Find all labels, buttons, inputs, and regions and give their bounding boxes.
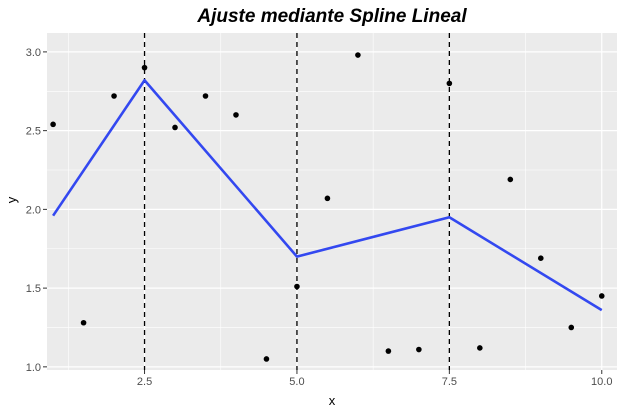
data-point	[294, 283, 300, 290]
data-point	[172, 124, 178, 131]
data-point	[355, 52, 361, 58]
data-point	[233, 112, 239, 118]
data-point	[50, 121, 56, 128]
data-point	[416, 346, 422, 353]
x-tick-label: 2.5	[137, 376, 152, 388]
x-tick-label: 7.5	[442, 376, 457, 388]
data-point	[446, 80, 453, 87]
y-axis-title: y	[4, 196, 19, 203]
data-point	[568, 324, 575, 331]
x-tick-label: 5.0	[289, 376, 304, 388]
y-tick-label: 2.0	[26, 204, 41, 216]
spline-fit-line	[52, 78, 603, 312]
x-tick-label: 10.0	[591, 376, 612, 388]
data-point	[202, 93, 209, 99]
knot-lines	[143, 33, 451, 370]
data-point	[507, 176, 514, 183]
y-axis: 1.0 1.5 2.0 2.5 3.0	[26, 47, 47, 374]
data-point	[263, 356, 270, 362]
spline-fit	[52, 78, 603, 312]
data-point	[80, 319, 87, 326]
x-axis-title: x	[329, 393, 336, 408]
y-tick-label: 1.5	[26, 283, 41, 295]
y-tick-label: 1.0	[26, 362, 41, 374]
x-axis: 2.5 5.0 7.5 10.0	[137, 370, 612, 388]
data-point	[477, 345, 483, 351]
chart-title: Ajuste mediante Spline Lineal	[196, 6, 467, 27]
data-point	[141, 64, 148, 71]
data-points	[50, 52, 605, 362]
data-point	[385, 348, 392, 354]
y-tick-label: 2.5	[26, 126, 41, 138]
data-point	[598, 293, 605, 299]
plot-panel	[47, 33, 617, 370]
data-point	[324, 195, 331, 202]
data-point	[111, 93, 117, 99]
data-point	[537, 255, 544, 261]
y-tick-label: 3.0	[26, 47, 41, 59]
